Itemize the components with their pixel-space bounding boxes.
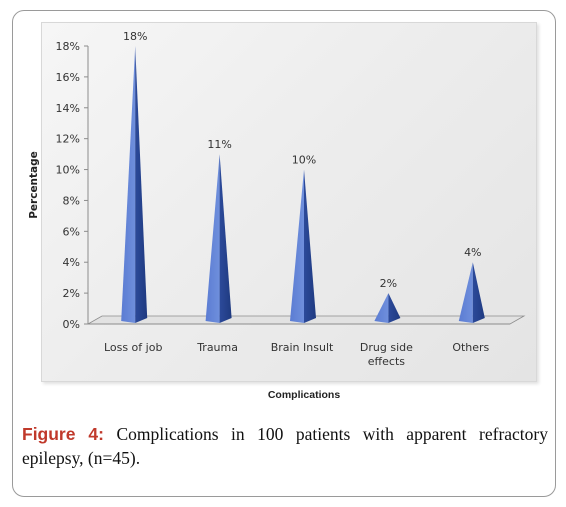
data-label: 11% [207, 138, 231, 151]
x-axis-title: Complications [267, 389, 341, 401]
data-label: 2% [380, 277, 397, 290]
bar-4-front-face [458, 262, 473, 323]
bar-3-front-face [374, 293, 389, 323]
y-tick-label: 6% [63, 225, 80, 238]
x-tick-label: Others [452, 341, 489, 354]
y-tick-label: 14% [56, 102, 80, 115]
bar-4-side-face [472, 262, 485, 323]
y-tick-label: 12% [56, 133, 80, 146]
y-tick-label: 18% [56, 40, 80, 53]
bar-0-front-face [121, 46, 136, 323]
y-tick-label: 2% [63, 287, 80, 300]
y-tick-label: 16% [56, 71, 80, 84]
x-tick-label: Trauma [196, 341, 238, 354]
y-tick-label: 10% [56, 164, 80, 177]
figure-caption-text: Complications in 100 patients with appar… [22, 424, 548, 468]
y-tick-label: 8% [63, 194, 80, 207]
data-label: 10% [292, 154, 316, 167]
bar-1-side-face [219, 154, 232, 323]
x-tick-label: effects [368, 355, 405, 368]
data-label: 18% [123, 30, 147, 43]
bar-2-front-face [290, 169, 304, 323]
figure-label: Figure 4: [22, 424, 104, 444]
bar-3-side-face [388, 293, 401, 323]
x-tick-label: Drug side [360, 341, 413, 354]
x-tick-label: Brain Insult [271, 341, 334, 354]
bar-chart: 0% 2% 4% 6% 8% 10% 12% 14% 16% 18% Percentage 18% Lo… [28, 30, 526, 368]
y-tick-label: 4% [63, 256, 80, 269]
figure-caption: Figure 4: Complications in 100 patients … [22, 422, 548, 470]
y-tick-label: 0% [63, 318, 80, 331]
data-label: 4% [464, 246, 481, 259]
bar-1-front-face [205, 154, 220, 323]
y-axis-title: Percentage [28, 151, 40, 219]
x-tick-label: Loss of job [104, 341, 163, 354]
bar-2-side-face [304, 169, 316, 323]
bar-0-side-face [135, 46, 148, 323]
